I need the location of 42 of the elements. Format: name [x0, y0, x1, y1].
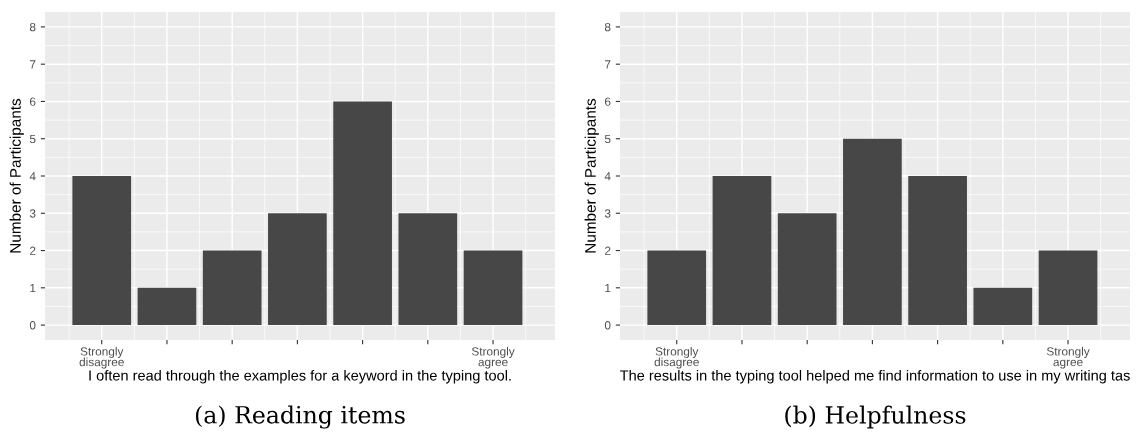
y-tick-label: 2	[30, 246, 36, 255]
bar	[1038, 250, 1098, 326]
bar	[398, 213, 458, 326]
bar	[463, 250, 523, 326]
bar	[72, 176, 132, 326]
x-tick-label: Strongly disagree	[654, 346, 699, 369]
text: (a) Reading items	[195, 405, 405, 429]
x-tick-label: Strongly agree	[471, 346, 515, 369]
bar	[712, 176, 772, 326]
bar	[973, 287, 1033, 326]
x-axis-title: The results in the typing tool helped me find information to use in my writing tas	[620, 369, 1130, 384]
y-tick-label: 0	[29, 321, 36, 330]
y-axis-title: Number of Participants	[9, 98, 24, 253]
y-tick-label: 6	[30, 97, 36, 106]
x-tick-label: Strongly disagree	[79, 346, 124, 369]
y-tick-label: 5	[604, 134, 611, 144]
y-tick-label: 4	[29, 172, 36, 181]
y-tick-label: 3	[29, 209, 36, 218]
y-tick-label: 6	[605, 97, 611, 106]
x-axis-title: I often read through the examples for a keyword in the typing tool.	[89, 369, 511, 384]
bar	[268, 213, 327, 326]
y-tick-label: 7	[605, 60, 611, 69]
bar	[137, 287, 197, 326]
bar	[202, 250, 262, 326]
y-tick-label: 8	[604, 22, 611, 32]
bar	[777, 213, 837, 326]
text: (b) Helpfulness	[785, 405, 966, 429]
bar	[333, 101, 392, 326]
bar	[843, 138, 902, 326]
bar	[908, 176, 967, 326]
y-tick-label: 1	[30, 283, 36, 293]
y-tick-label: 3	[604, 209, 611, 218]
y-tick-label: 2	[605, 246, 611, 255]
y-tick-label: 7	[30, 60, 36, 69]
x-tick-label: Strongly agree	[1046, 346, 1090, 369]
y-tick-label: 8	[29, 22, 36, 32]
y-tick-label: 1	[605, 283, 611, 293]
y-tick-label: 0	[604, 321, 611, 330]
y-tick-label: 4	[604, 172, 611, 181]
bar	[647, 250, 707, 326]
y-axis-title: Number of Participants	[584, 98, 599, 253]
y-tick-label: 5	[29, 134, 36, 144]
